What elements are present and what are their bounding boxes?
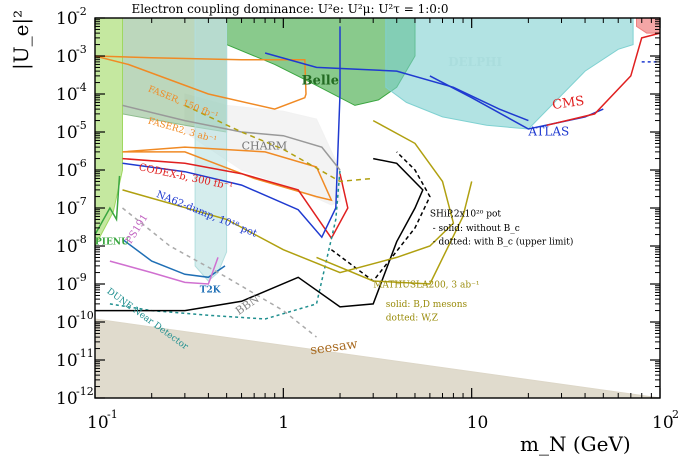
sensitivity-curve-3 — [122, 26, 341, 239]
chart-title: Electron coupling dominance: U²e: U²μ: U… — [131, 2, 448, 16]
sensitivity-curve-0 — [94, 55, 307, 110]
annotation-label-16: PIENU — [95, 237, 129, 247]
x-tick-label: 10 — [652, 413, 674, 433]
sensitivity-curve-17 — [316, 181, 473, 285]
annotation-label-3: ATLAS — [527, 125, 569, 139]
exclusion-region-7 — [636, 17, 661, 34]
ticks-layer: 10-1 1 10 10210-1210-1110-1010-910-810-710-… — [56, 5, 679, 433]
sensitivity-curve-18 — [184, 104, 374, 183]
sensitivity-curve-1 — [122, 146, 333, 202]
curves-layer — [94, 26, 661, 338]
annotation-label-15: T2K — [200, 285, 222, 295]
y-tick-exponent: -8 — [76, 233, 87, 246]
sensitivity-curve-7 — [546, 32, 661, 127]
annotation-label-6: CHARM — [242, 139, 288, 152]
sensitivity-curve-13 — [122, 207, 317, 338]
y-tick-exponent: -5 — [76, 119, 87, 132]
exclusion-region-0 — [94, 318, 661, 399]
annotation-label-13: solid: B,D mesons — [386, 300, 468, 310]
y-tick-exponent: -3 — [76, 43, 87, 56]
y-tick-label: 10 — [56, 47, 78, 67]
y-tick-label: 10 — [56, 199, 78, 219]
sensitivity-curve-4 — [264, 52, 529, 122]
y-tick-label: 10 — [56, 275, 78, 295]
sensitivity-curve-16 — [122, 119, 455, 274]
annotation-label-1: Belle — [302, 73, 339, 88]
x-tick-label: 10 — [467, 413, 489, 433]
x-tick-exponent: -1 — [107, 408, 118, 421]
annotation-label-0: DELPHI — [448, 55, 502, 69]
y-tick-label: 10 — [56, 85, 78, 105]
annotation-label-20: seesaw — [309, 337, 358, 358]
y-tick-label: 10 — [56, 161, 78, 181]
sensitivity-curve-8 — [122, 104, 341, 171]
y-axis-label: |U_e|² — [9, 10, 34, 70]
y-tick-exponent: -7 — [76, 195, 87, 208]
y-tick-exponent: -11 — [76, 347, 94, 360]
annotation-label-17: PS191 — [124, 212, 151, 246]
annotation-label-12: MATHUSLA200, 3 ab⁻¹ — [373, 281, 479, 291]
sensitivity-curve-11 — [109, 257, 219, 285]
sensitivity-curve-9 — [122, 238, 226, 279]
y-tick-exponent: -6 — [76, 157, 87, 170]
regions-layer — [94, 17, 661, 399]
sensitivity-curve-15 — [330, 151, 431, 283]
y-tick-exponent: -10 — [76, 309, 94, 322]
y-tick-label: 10 — [56, 123, 78, 143]
y-tick-label: 10 — [56, 313, 78, 333]
x-tick-label: 1 — [278, 413, 289, 433]
annotation-label-11: - dotted: with B_c (upper limit) — [433, 236, 574, 247]
y-tick-label: 10 — [56, 9, 78, 29]
y-tick-exponent: -12 — [76, 385, 94, 398]
annotation-label-2: CMS — [551, 94, 585, 113]
y-tick-exponent: -2 — [76, 5, 87, 18]
y-tick-label: 10 — [56, 237, 78, 257]
x-axis-label: m_N (GeV) — [520, 432, 631, 456]
y-tick-label: 10 — [56, 351, 78, 371]
x-tick-label: 10 — [87, 413, 109, 433]
x-tick-exponent: 2 — [672, 408, 679, 421]
sensitivity-curve-14 — [95, 157, 424, 312]
annotation-label-9: SHiP,2x10²⁰ pot — [430, 209, 501, 219]
y-tick-label: 10 — [56, 389, 78, 409]
y-tick-exponent: -9 — [76, 271, 87, 284]
sensitivity-curve-2 — [122, 157, 349, 240]
y-tick-exponent: -4 — [76, 81, 87, 94]
sensitivity-curve-10 — [94, 175, 121, 235]
annotation-label-10: - solid: without B_c — [433, 224, 520, 234]
annotation-label-14: dotted: W,Z — [386, 313, 438, 323]
